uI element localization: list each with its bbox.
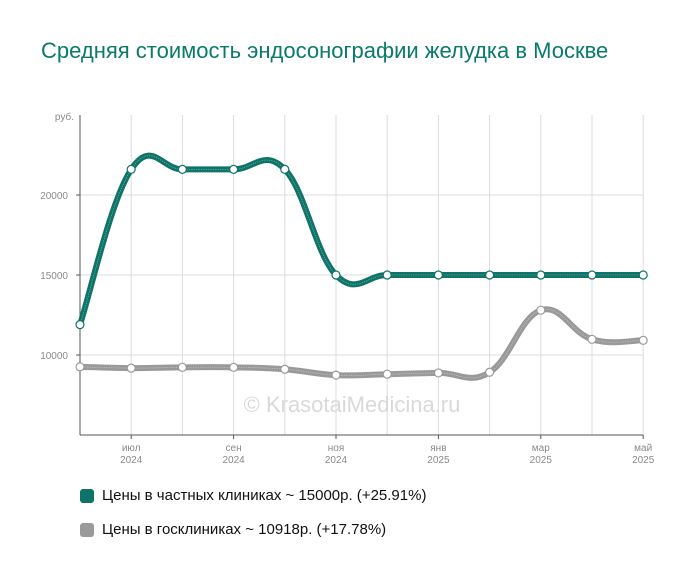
data-point-public [229,362,239,372]
data-point-public [331,370,341,380]
series-line-private [77,152,647,328]
x-tick-label-year: 2025 [427,455,450,466]
data-point-public [280,364,290,374]
data-points [75,164,648,380]
x-tick-label-month: сен [226,443,242,454]
data-point-public [638,335,648,345]
x-tick-label-month: май [634,443,652,454]
legend-swatch-private [80,488,94,503]
data-point-public [177,362,187,372]
data-point-public [587,334,597,344]
x-tick-label-year: 2025 [632,455,655,466]
data-point-private [177,164,187,174]
axes: руб.100001500020000июл2024сен2024ноя2024… [40,111,655,466]
data-point-private [75,320,85,330]
y-axis-unit-label: руб. [55,111,74,123]
chart-title: Средняя стоимость эндосонографии желудка… [41,38,609,63]
x-tick-label-year: 2024 [120,455,143,466]
data-point-public [126,363,136,373]
data-point-private [382,270,392,280]
data-point-private [126,164,136,174]
data-point-private [331,270,341,280]
data-point-private [485,270,495,280]
data-point-public [536,305,546,315]
data-point-private [638,270,648,280]
legend-item-private[interactable]: Цены в частных клиниках ~ 15000р. (+25.9… [80,487,426,504]
series-line-hatch-public [79,308,644,379]
x-tick-label-year: 2025 [530,455,553,466]
x-tick-label-month: ноя [328,443,345,454]
data-point-private [536,270,546,280]
legend-item-public[interactable]: Цены в госклиниках ~ 10918р. (+17.78%) [80,521,386,538]
y-tick-label: 15000 [40,271,68,282]
legend-swatch-public [80,522,94,537]
data-point-private [433,270,443,280]
data-point-public [485,367,495,377]
data-point-private [280,164,290,174]
x-tick-label-year: 2024 [222,455,245,466]
legend-label-public: Цены в госклиниках ~ 10918р. (+17.78%) [102,521,387,538]
y-tick-label: 10000 [40,351,68,362]
data-point-private [587,270,597,280]
watermark: © KrasotaiMedicina.ru [244,392,461,417]
x-tick-label-month: июл [122,443,141,454]
series-line-hatch-private [79,155,644,325]
x-tick-label-month: мар [532,443,550,454]
legend-label-private: Цены в частных клиниках ~ 15000р. (+25.9… [102,487,427,504]
data-point-private [229,164,239,174]
x-tick-label-year: 2024 [325,455,348,466]
series [77,152,647,381]
y-tick-label: 20000 [40,191,68,202]
data-point-public [75,362,85,372]
data-point-public [433,368,443,378]
x-tick-label-month: янв [430,443,446,454]
data-point-public [382,369,392,379]
